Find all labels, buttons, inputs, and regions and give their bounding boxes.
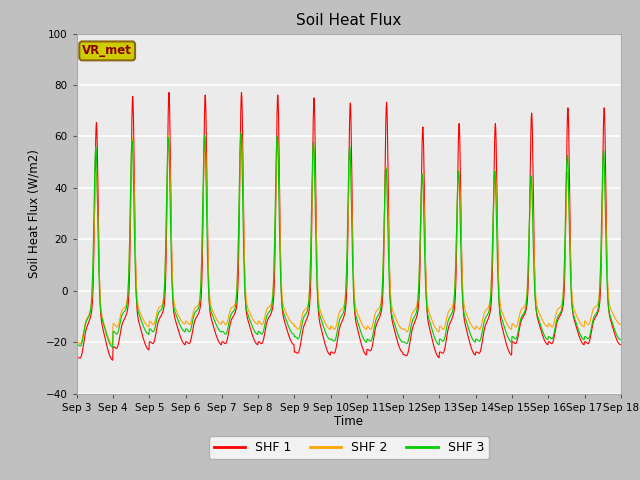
- SHF 2: [73, 339, 81, 345]
- SHF 2: [553, 309, 561, 315]
- SHF 3: [73, 342, 81, 348]
- SHF 2: [109, 342, 116, 348]
- SHF 3: [181, 329, 189, 335]
- SHF 2: [237, 130, 245, 136]
- Line: SHF 3: SHF 3: [77, 133, 620, 348]
- SHF 1: [165, 90, 173, 96]
- SHF 2: [181, 321, 189, 327]
- SHF 1: [434, 353, 442, 359]
- SHF 1: [195, 311, 202, 316]
- SHF 3: [237, 131, 244, 136]
- SHF 1: [109, 357, 116, 363]
- SHF 2: [616, 321, 624, 327]
- SHF 3: [255, 329, 263, 335]
- SHF 2: [505, 324, 513, 330]
- SHF 1: [181, 342, 189, 348]
- SHF 1: [255, 339, 263, 345]
- SHF 3: [194, 306, 202, 312]
- SHF 2: [434, 328, 442, 334]
- Text: VR_met: VR_met: [82, 44, 132, 58]
- Line: SHF 1: SHF 1: [77, 93, 620, 360]
- SHF 1: [553, 321, 561, 327]
- SHF 2: [255, 319, 263, 324]
- SHF 1: [616, 342, 624, 348]
- SHF 3: [434, 341, 442, 347]
- SHF 3: [616, 336, 624, 342]
- Y-axis label: Soil Heat Flux (W/m2): Soil Heat Flux (W/m2): [28, 149, 40, 278]
- Line: SHF 2: SHF 2: [77, 133, 620, 345]
- Legend: SHF 1, SHF 2, SHF 3: SHF 1, SHF 2, SHF 3: [209, 436, 489, 459]
- Title: Soil Heat Flux: Soil Heat Flux: [296, 13, 401, 28]
- X-axis label: Time: Time: [334, 415, 364, 429]
- SHF 2: [194, 302, 202, 308]
- SHF 3: [505, 336, 513, 342]
- SHF 1: [505, 348, 513, 354]
- SHF 3: [553, 318, 561, 324]
- SHF 1: [73, 354, 81, 360]
- SHF 3: [109, 345, 116, 350]
